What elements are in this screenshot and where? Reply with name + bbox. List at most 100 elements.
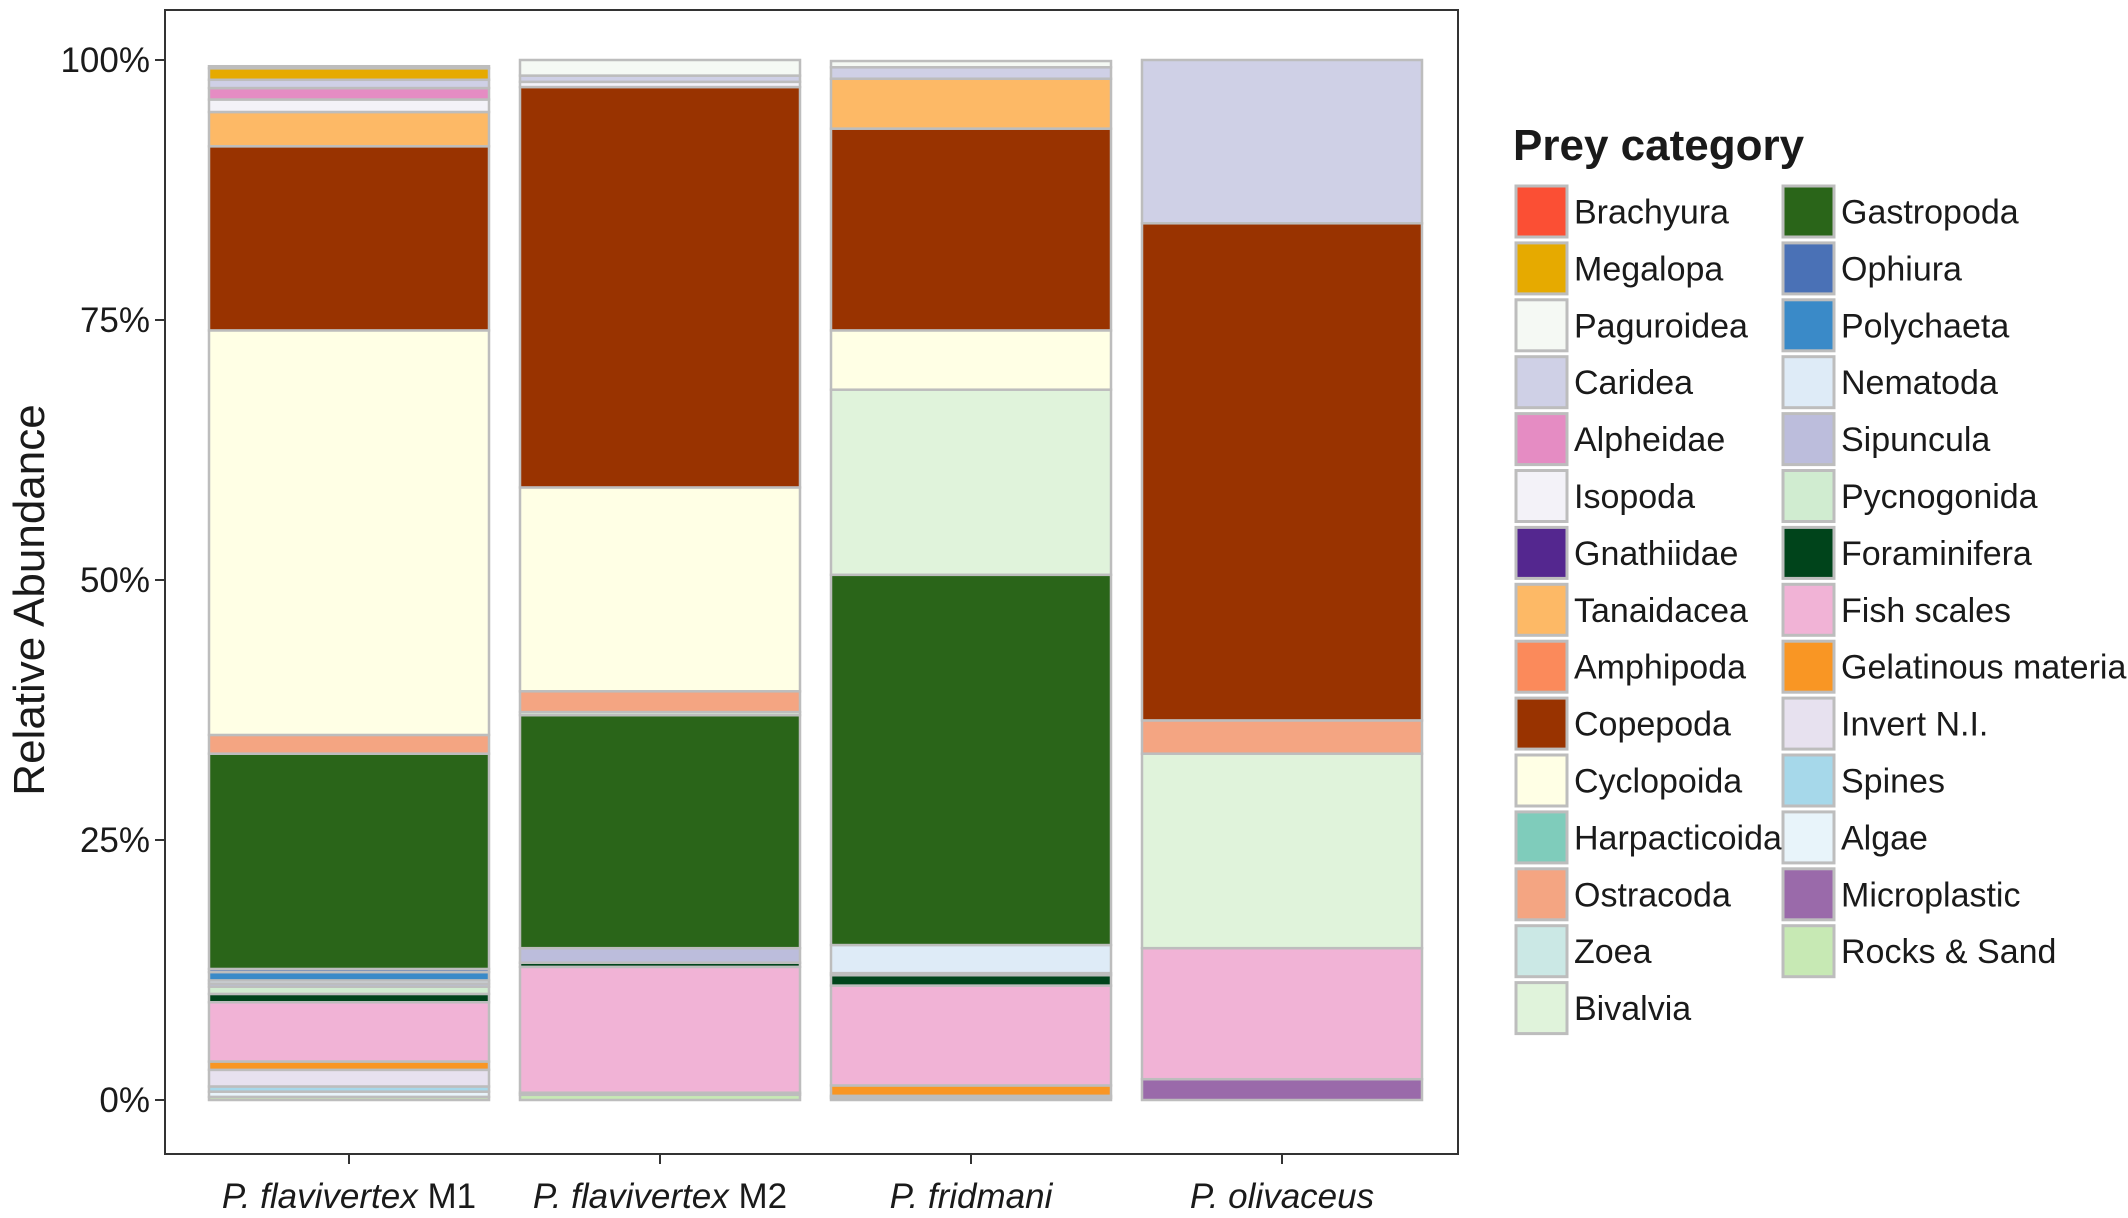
legend-swatch [1781, 753, 1836, 808]
bar-segment [518, 690, 802, 714]
bar-segment [1140, 752, 1424, 950]
bar-segment [1140, 1077, 1424, 1102]
y-tick-label: 100% [60, 41, 150, 80]
legend-label: Zoea [1574, 933, 1652, 971]
bar-segment [1140, 222, 1424, 722]
legend-swatch [1781, 810, 1836, 865]
x-tick-label: P. olivaceus [1190, 1177, 1374, 1216]
bar-segment [207, 98, 491, 114]
legend-label: Bivalvia [1574, 990, 1691, 1028]
bar-segment [207, 329, 491, 737]
legend-label: Alpheidae [1574, 421, 1725, 459]
bar-segment [829, 943, 1113, 975]
y-axis: 0% 25% 50% 75% 100% [60, 41, 165, 1120]
legend-label: Foraminifera [1841, 535, 2032, 573]
legend-swatch [1514, 753, 1569, 808]
legend-swatch [1781, 525, 1836, 580]
legend-label: Harpacticoida [1574, 819, 1782, 857]
bars-layer [207, 58, 1424, 1102]
bar-segment [829, 77, 1113, 130]
x-tick-label: P. fridmani [890, 1177, 1054, 1216]
y-tick-label: 0% [99, 1081, 150, 1120]
legend-label: Isopoda [1574, 478, 1695, 516]
legend-label: Copepoda [1574, 706, 1731, 744]
legend-swatch [1514, 184, 1569, 239]
bar-segment [207, 1068, 491, 1088]
legend-label: Invert N.I. [1841, 706, 1988, 744]
legend-swatch [1781, 696, 1836, 751]
bar-segment [1140, 58, 1424, 225]
legend-swatch [1781, 184, 1836, 239]
legend-swatch [1514, 241, 1569, 296]
bar-segment [207, 86, 491, 101]
legend-swatch [1514, 696, 1569, 751]
legend-swatch [1514, 639, 1569, 694]
legend-label: Tanaidacea [1574, 592, 1748, 630]
y-tick-label: 25% [80, 821, 150, 860]
bar-segment [829, 1084, 1113, 1098]
bar-segment [207, 145, 491, 332]
bar-segment [829, 984, 1113, 1087]
legend-label: Spines [1841, 763, 1945, 801]
legend-swatch [1514, 469, 1569, 523]
legend-swatch [1514, 924, 1569, 979]
x-axis: P. flavivertex M1 P. flavivertex M2 P. fri… [222, 1154, 1374, 1216]
legend-swatch [1781, 582, 1836, 637]
legend-label: Rocks & Sand [1841, 933, 2056, 971]
bar-segment [829, 973, 1113, 987]
bar-segment [207, 733, 491, 755]
legend-label: Caridea [1574, 364, 1693, 402]
legend-label: Microplastic [1841, 876, 2020, 914]
bar-segment [829, 573, 1113, 947]
legend-swatch [1514, 582, 1569, 637]
legend-swatch [1514, 810, 1569, 865]
bar-segment [207, 1000, 491, 1063]
bar-segment [518, 85, 802, 489]
bar-segment [518, 58, 802, 77]
legend-swatch [1781, 924, 1836, 979]
bar-segment [829, 127, 1113, 332]
bar-segment [829, 66, 1113, 80]
legend-swatch [1514, 981, 1569, 1036]
bar-segment [207, 67, 491, 82]
legend-label: Nematoda [1841, 364, 1998, 402]
bar-segment [518, 946, 802, 964]
bar-segment [518, 486, 802, 693]
bar-segment [1140, 946, 1424, 1081]
legend: Brachyura Megalopa Paguroidea Caridea Alphei… [1514, 184, 2128, 1036]
bar-segment [207, 64, 491, 70]
legend-label: Gelatinous material [1841, 649, 2128, 687]
bar-segment [207, 110, 491, 148]
y-tick-label: 75% [80, 301, 150, 340]
bar-segment [1140, 719, 1424, 755]
legend-label: Ostracoda [1574, 876, 1731, 914]
legend-label: Paguroidea [1574, 307, 1748, 345]
legend-swatch [1514, 412, 1569, 467]
bar-segment [518, 713, 802, 950]
legend-label: Polychaeta [1841, 307, 2009, 345]
x-tick-label: P. flavivertex M2 [533, 1177, 787, 1216]
legend-swatch [1514, 525, 1569, 580]
bar-segment [518, 965, 802, 1094]
legend-label: Gastropoda [1841, 194, 2019, 232]
bar-segment [829, 388, 1113, 577]
y-tick-label: 50% [80, 561, 150, 600]
legend-label: Cyclopoida [1574, 763, 1742, 801]
legend-label: Ophiura [1841, 250, 1962, 288]
bar-segment [829, 59, 1113, 69]
legend-swatch [1514, 298, 1569, 353]
legend-swatch [1781, 412, 1836, 467]
y-axis-label: Relative Abundance [5, 404, 54, 795]
bar-segment [829, 329, 1113, 391]
legend-label: Fish scales [1841, 592, 2011, 630]
legend-swatch [1781, 298, 1836, 353]
legend-label: Sipuncula [1841, 421, 1990, 459]
legend-label: Megalopa [1574, 250, 1723, 288]
bar-segment [207, 752, 491, 971]
legend-label: Gnathiidae [1574, 535, 1738, 573]
legend-swatch [1781, 241, 1836, 296]
legend-swatch [1514, 867, 1569, 922]
legend-swatch [1781, 469, 1836, 523]
legend-swatch [1781, 867, 1836, 922]
